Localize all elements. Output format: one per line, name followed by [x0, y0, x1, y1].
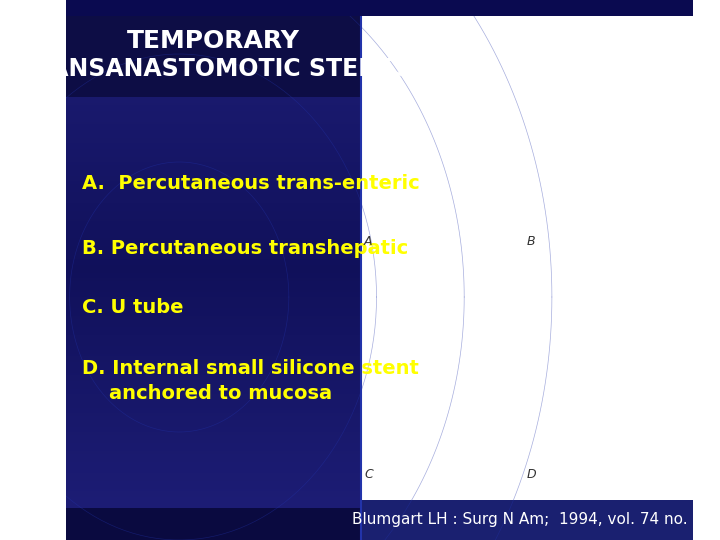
- Text: TEMPORARY: TEMPORARY: [127, 29, 300, 52]
- Text: D: D: [527, 468, 536, 481]
- Text: D. Internal small silicone stent
    anchored to mucosa: D. Internal small silicone stent anchore…: [82, 359, 419, 403]
- FancyBboxPatch shape: [523, 22, 686, 259]
- FancyBboxPatch shape: [523, 265, 686, 491]
- Text: A: A: [364, 235, 372, 248]
- Text: A.  Percutaneous trans-enteric: A. Percutaneous trans-enteric: [82, 174, 420, 193]
- Text: TRANSANASTOMOTIC STENTS: TRANSANASTOMOTIC STENTS: [16, 57, 411, 81]
- Text: B: B: [527, 235, 536, 248]
- FancyBboxPatch shape: [367, 22, 520, 259]
- FancyBboxPatch shape: [367, 265, 520, 491]
- Text: Blumgart LH : Surg N Am;  1994, vol. 74 no. 4: Blumgart LH : Surg N Am; 1994, vol. 74 n…: [352, 512, 702, 527]
- Text: B. Percutaneous transhepatic: B. Percutaneous transhepatic: [82, 239, 408, 258]
- Text: C: C: [364, 468, 373, 481]
- Text: C. U tube: C. U tube: [82, 298, 184, 318]
